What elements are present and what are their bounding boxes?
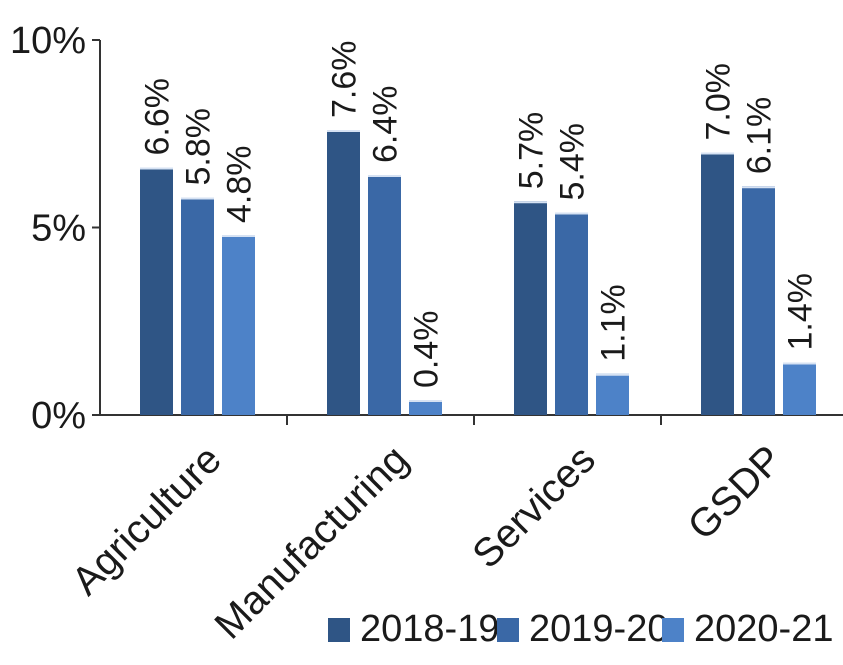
legend-swatch	[497, 618, 519, 642]
data-label: 6.4%	[367, 86, 405, 164]
bar	[596, 373, 629, 415]
bar	[783, 362, 816, 415]
bar	[742, 186, 775, 415]
bar	[368, 175, 401, 415]
data-label: 5.7%	[513, 112, 551, 190]
category-label: Agriculture	[64, 437, 230, 603]
legend-label: 2020-21	[694, 608, 833, 650]
plot-area: 0% 5% 10% 6.6% 5.8% 4.8% Agriculture 7.6%6.4% 0.…	[10, 20, 843, 648]
bar	[327, 130, 360, 415]
data-label: 7.0%	[700, 63, 738, 141]
legend-label: 2019-20	[529, 608, 668, 650]
data-label: 7.6%	[326, 41, 364, 119]
data-label: 6.1%	[741, 97, 779, 175]
data-label: 0.4%	[408, 311, 446, 389]
bar	[701, 152, 734, 415]
y-tick-label: 0%	[31, 395, 86, 437]
bar	[140, 167, 173, 415]
y-tick-label: 10%	[10, 20, 86, 62]
data-label: 5.4%	[554, 123, 592, 201]
legend-label: 2018-19	[360, 608, 499, 650]
bar	[409, 400, 442, 415]
bar	[222, 235, 255, 415]
data-label: 1.1%	[595, 284, 633, 362]
legend: 2018-19 2019-20 2020-21	[328, 608, 833, 650]
data-label: 5.8%	[180, 108, 218, 186]
category-label: Services	[464, 437, 604, 577]
bar	[514, 201, 547, 415]
legend-swatch	[662, 618, 684, 642]
bar	[555, 212, 588, 415]
category-label: GSDP	[680, 437, 791, 548]
data-label: 6.6%	[139, 78, 177, 156]
y-tick-label: 5%	[31, 208, 86, 250]
data-label: 1.4%	[782, 273, 820, 351]
data-label: 4.8%	[221, 146, 259, 224]
legend-swatch	[328, 618, 350, 642]
bar	[181, 197, 214, 415]
